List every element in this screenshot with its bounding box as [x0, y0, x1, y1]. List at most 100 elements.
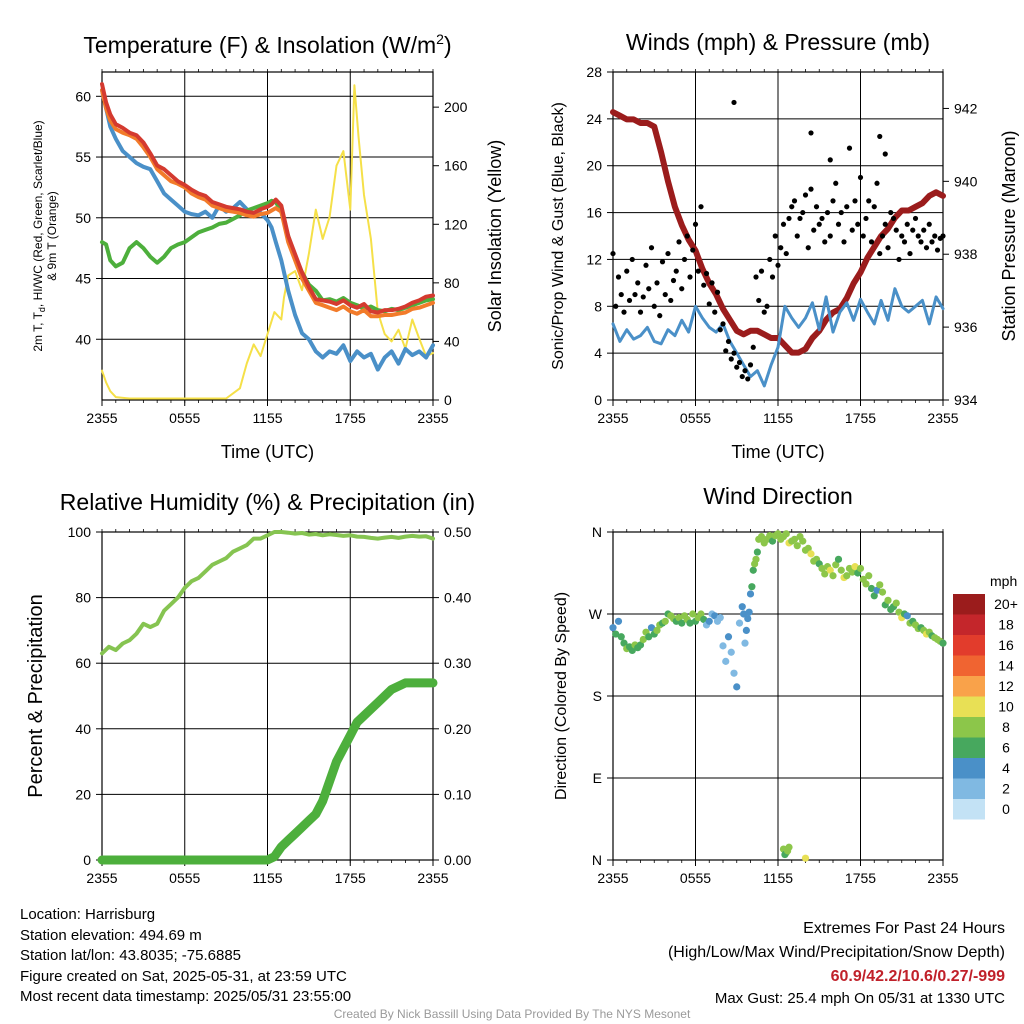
y-right-tick-label: 0.30	[444, 655, 471, 671]
direction-point	[678, 619, 686, 627]
y-tick-label: 24	[586, 111, 602, 127]
ylabel-part: , HI/WC (Red, Green, Scarlet/Blue)	[31, 120, 45, 307]
direction-point	[939, 639, 947, 647]
gust-point	[874, 180, 880, 186]
temperature-series-line	[100, 88, 435, 372]
gust-point	[813, 204, 820, 210]
gust-point	[640, 294, 646, 300]
gust-point	[668, 297, 674, 304]
gust-point	[618, 291, 624, 298]
gust-point	[731, 99, 737, 106]
direction-point	[878, 588, 887, 596]
gust-point	[882, 221, 888, 227]
y-right-tick-label: 934	[954, 392, 978, 408]
gust-point	[714, 289, 721, 295]
legend-label: 6	[1002, 740, 1010, 756]
legend-swatch	[953, 717, 985, 738]
y-tick-label: 0	[83, 852, 91, 868]
temperature-series-line	[101, 84, 434, 400]
right-axis-label: Station Pressure (Maroon)	[999, 130, 1019, 341]
x-tick-label: 1755	[845, 410, 876, 426]
x-tick-label: 2355	[417, 870, 448, 886]
chart-title: Relative Humidity (%) & Precipitation (i…	[60, 489, 475, 515]
gust-point	[698, 204, 704, 210]
gust-point	[610, 250, 616, 257]
humidity-line	[100, 530, 435, 656]
y-right-tick-label: 0.40	[444, 590, 471, 606]
gust-point	[651, 303, 657, 309]
gust-point	[761, 309, 767, 315]
x-tick-label: 2355	[597, 870, 628, 886]
direction-point	[804, 544, 812, 553]
gust-point	[720, 321, 726, 327]
legend-swatch	[953, 614, 985, 635]
gust-point	[822, 239, 828, 245]
gust-point	[910, 227, 916, 233]
direction-point	[752, 555, 760, 563]
y-tick-label: W	[589, 606, 603, 622]
gust-point	[635, 280, 641, 286]
gust-point	[857, 174, 864, 181]
gust-point	[676, 239, 682, 245]
chart-title: Winds (mph) & Pressure (mb)	[626, 29, 930, 55]
gust-point	[665, 250, 671, 257]
y-tick-label: 60	[75, 655, 91, 671]
direction-point	[639, 635, 647, 644]
x-tick-label: 1755	[335, 870, 366, 886]
direction-point	[856, 564, 865, 573]
gust-point	[728, 356, 734, 362]
ylabel-subscript: d	[37, 307, 47, 312]
credit-text: Created By Nick Bassill Using Data Provi…	[333, 1007, 691, 1021]
direction-point	[617, 633, 625, 641]
gust-point	[657, 313, 663, 319]
gust-point	[849, 227, 855, 233]
extremes-title: Extremes For Past 24 Hours	[803, 920, 1005, 937]
gust-point	[767, 256, 773, 263]
legend-label: 10	[998, 699, 1014, 715]
direction-point	[801, 854, 810, 862]
gust-point	[882, 151, 888, 157]
station-info: Location: Harrisburg Station elevation: …	[20, 905, 351, 1008]
gust-point	[929, 239, 935, 245]
direction-point	[711, 612, 719, 620]
direction-point	[645, 633, 653, 641]
y-right-tick-label: 0.10	[444, 786, 471, 802]
gust-point	[838, 209, 844, 216]
direction-point	[818, 564, 826, 573]
x-tick-label: 2355	[597, 410, 628, 426]
y-tick-label: 80	[75, 590, 91, 606]
title-close: )	[444, 32, 452, 58]
direction-point	[741, 639, 749, 647]
y-tick-label: E	[593, 770, 602, 786]
gust-point	[629, 256, 635, 263]
gust-point	[775, 262, 781, 268]
pressure-line	[610, 109, 946, 356]
direction-point	[766, 532, 774, 540]
gust-point	[780, 221, 787, 227]
y-tick-label: 50	[75, 210, 91, 226]
y-tick-label: N	[592, 852, 602, 868]
direction-point	[851, 563, 859, 571]
gust-point	[786, 215, 792, 222]
gust-point	[835, 221, 842, 227]
legend-label: 2	[1002, 781, 1010, 797]
y-right-tick-label: 80	[444, 275, 460, 291]
direction-point	[867, 584, 876, 593]
x-tick-label: 2355	[927, 410, 958, 426]
y-tick-label: 12	[586, 251, 602, 267]
humidity-precip-panel: 2355 0555 1155 1755 2355 0 20 40 60 80 100 0.00 0.10…	[25, 489, 475, 886]
direction-point	[837, 566, 845, 574]
gust-point	[791, 198, 798, 204]
gust-point	[797, 215, 803, 222]
y-tick-label: 20	[586, 158, 602, 174]
direction-point	[719, 642, 727, 650]
direction-point	[757, 532, 766, 541]
y-tick-label: 45	[75, 271, 91, 287]
gust-point	[753, 274, 759, 280]
gust-point	[734, 364, 740, 370]
direction-point	[884, 596, 892, 604]
temperature-series-line	[100, 198, 435, 314]
created-text: Figure created on Sat, 2025-05-31, at 23…	[20, 967, 347, 985]
gust-point	[747, 362, 754, 368]
gust-point	[621, 309, 627, 315]
